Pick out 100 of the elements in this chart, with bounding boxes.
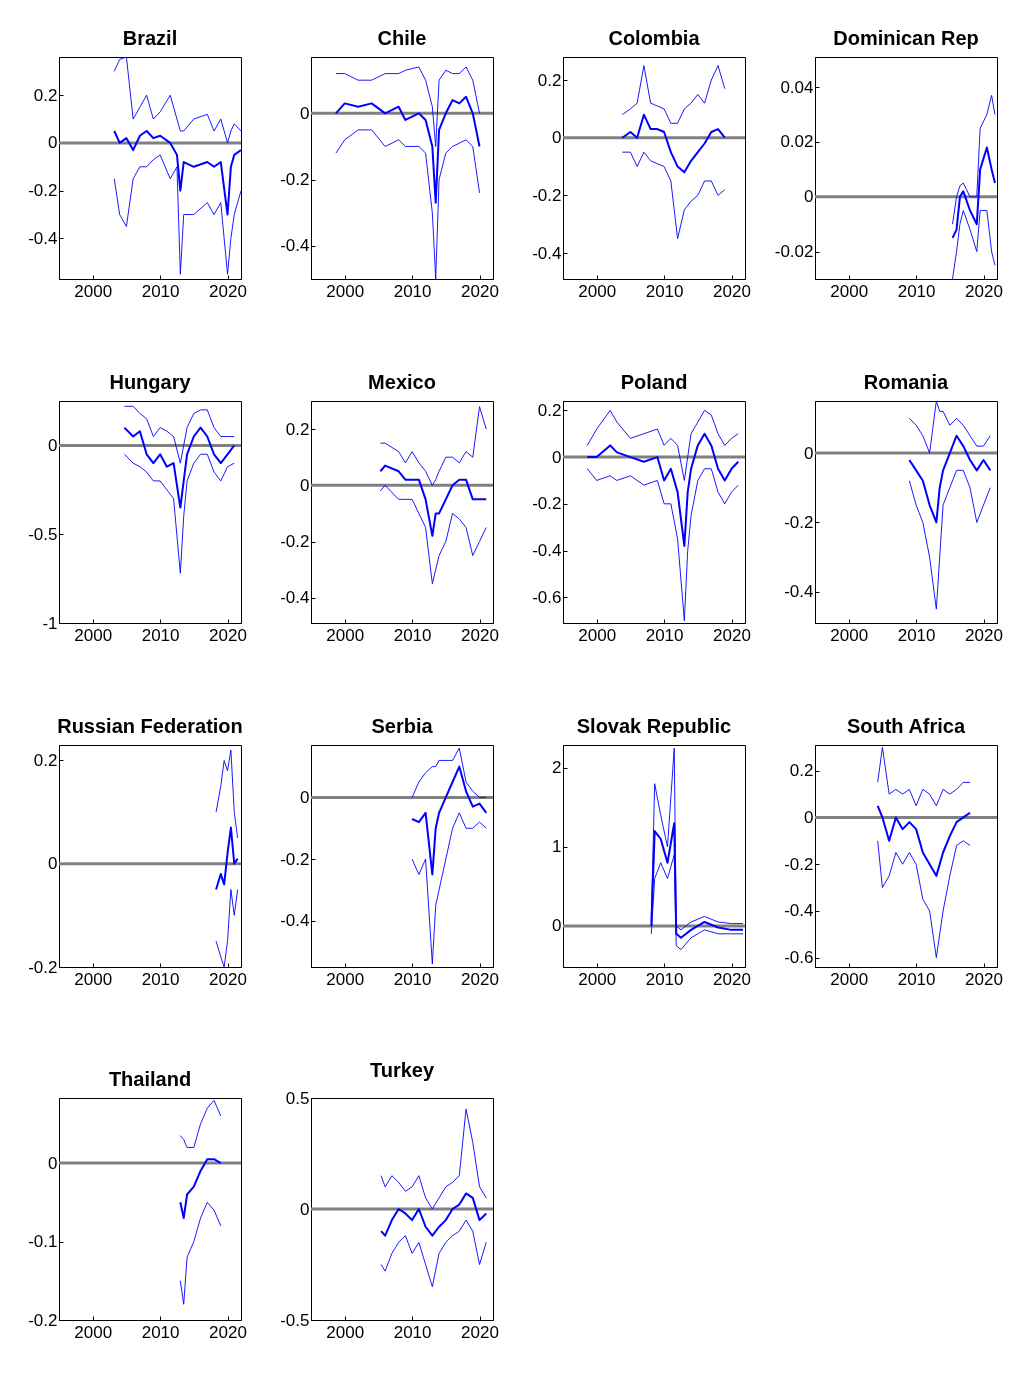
y-tick-label: 0 [552,447,562,467]
x-tick-label: 2020 [713,281,751,301]
y-tick-label: 0 [300,103,310,123]
y-tick-label: -0.4 [280,911,310,931]
y-tick-label: -0.4 [532,243,562,263]
y-tick-label: 0.2 [537,70,562,90]
x-tick-label: 2010 [393,1322,432,1342]
x-tick-label: 2020 [713,625,751,645]
y-tick-label: 0 [48,435,58,455]
y-tick-label: 0 [300,475,310,495]
y-tick-label: -0.2 [784,512,814,532]
x-tick-label: 2000 [578,625,617,645]
y-tick-label: -0.2 [28,181,58,201]
y-tick-label: 0.2 [33,85,58,105]
y-tick-label: -0.4 [280,236,310,256]
y-tick-label: -0.6 [532,587,562,607]
x-tick-label: 2010 [141,625,180,645]
y-tick-label: 0.2 [285,419,310,439]
x-tick-label: 2000 [326,969,365,989]
y-tick-label: -0.2 [280,532,310,552]
y-tick-label: -0.02 [774,242,814,262]
x-tick-label: 2000 [830,969,869,989]
y-tick-label: 0 [552,916,562,936]
x-tick-label: 2010 [141,969,180,989]
y-tick-label: -0.4 [784,901,814,921]
x-tick-label: 2020 [461,1322,499,1342]
x-tick-label: 2010 [645,969,684,989]
x-tick-label: 2010 [897,625,936,645]
y-tick-label: 0 [804,807,814,827]
x-tick-label: 2010 [645,625,684,645]
x-tick-label: 2000 [74,625,113,645]
y-tick-label: -0.4 [28,228,58,248]
x-tick-label: 2010 [141,1322,180,1342]
y-tick-label: 0.2 [789,761,814,781]
y-tick-label: -0.2 [532,494,562,514]
y-tick-label: 2 [552,758,562,778]
x-tick-label: 2010 [897,281,936,301]
x-tick-label: 2000 [578,281,617,301]
x-tick-label: 2000 [74,281,113,301]
y-tick-label: 0 [48,133,58,153]
chart-title: Brazil [122,27,178,49]
y-tick-label: 0 [804,187,814,207]
x-tick-label: 2010 [393,281,432,301]
y-tick-label: 0 [804,443,814,463]
y-tick-label: -1 [42,613,58,633]
y-tick-label: 0 [552,128,562,148]
y-tick-label: -0.2 [280,170,310,190]
x-tick-label: 2010 [645,281,684,301]
y-tick-label: 1 [552,837,562,857]
x-tick-label: 2000 [326,281,365,301]
y-tick-label: 0.04 [780,77,814,97]
x-tick-label: 2000 [74,969,113,989]
x-tick-label: 2000 [830,281,869,301]
y-tick-label: 0.02 [780,132,814,152]
y-tick-label: -0.2 [28,1310,58,1330]
y-tick-label: -0.5 [280,1310,310,1330]
x-tick-label: 2020 [461,625,499,645]
x-tick-label: 2000 [74,1322,113,1342]
x-tick-label: 2020 [209,625,247,645]
x-tick-label: 2010 [393,969,432,989]
y-tick-label: -0.6 [784,948,814,968]
x-tick-label: 2020 [965,625,1003,645]
y-tick-label: -0.4 [784,582,814,602]
chart-title: Serbia [371,715,434,737]
x-tick-label: 2000 [578,969,617,989]
chart-title: Hungary [109,371,192,393]
x-tick-label: 2010 [393,625,432,645]
y-tick-label: -0.1 [28,1232,58,1252]
x-tick-label: 2010 [141,281,180,301]
y-tick-label: -0.2 [784,854,814,874]
y-tick-label: -0.2 [280,849,310,869]
y-tick-label: 0.5 [285,1088,310,1108]
x-tick-label: 2020 [209,281,247,301]
x-tick-label: 2020 [461,281,499,301]
y-tick-label: -0.5 [28,524,58,544]
x-tick-label: 2020 [461,969,499,989]
x-tick-label: 2000 [326,625,365,645]
chart-title: Chile [377,27,427,49]
y-tick-label: 0 [48,1153,58,1173]
y-tick-label: 0 [48,854,58,874]
x-tick-label: 2000 [830,625,869,645]
chart-title: Dominican Rep [833,27,979,49]
x-tick-label: 2020 [965,281,1003,301]
y-tick-label: -0.4 [280,588,310,608]
x-tick-label: 2000 [326,1322,365,1342]
chart-title: South Africa [846,715,966,737]
y-tick-label: 0 [300,1199,310,1219]
chart-title: Thailand [108,1068,192,1090]
y-tick-label: -0.2 [532,185,562,205]
y-tick-label: -0.2 [28,957,58,977]
y-tick-label: 0 [300,787,310,807]
x-tick-label: 2020 [965,969,1003,989]
chart-title: Turkey [369,1059,435,1081]
chart-title: Russian Federation [57,715,243,737]
x-tick-label: 2020 [209,1322,247,1342]
chart-title: Poland [620,371,688,393]
y-tick-label: 0.2 [33,750,58,770]
x-tick-label: 2020 [713,969,751,989]
y-tick-label: -0.4 [532,541,562,561]
chart-title: Romania [863,371,950,393]
